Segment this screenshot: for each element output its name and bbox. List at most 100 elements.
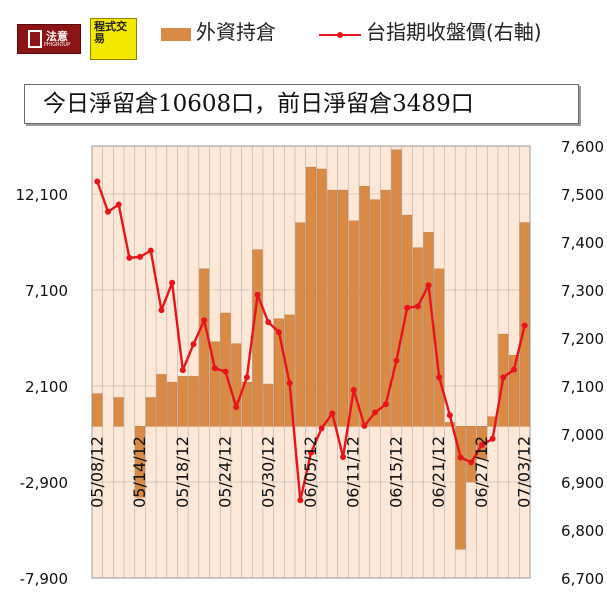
close-price-point	[500, 374, 507, 381]
right-tick-label: 7,400	[561, 234, 604, 252]
bar	[92, 393, 103, 427]
bar	[370, 199, 381, 427]
close-price-point	[243, 374, 250, 381]
legend-line-label: 台指期收盤價(右軸)	[366, 20, 542, 44]
close-price-point	[137, 253, 144, 260]
bar	[252, 249, 263, 427]
left-tick-label: -7,900	[20, 570, 68, 588]
close-price-point	[265, 319, 272, 326]
bar	[209, 341, 220, 427]
close-price-point	[233, 404, 240, 411]
close-price-point	[158, 307, 165, 314]
close-price-point	[446, 412, 453, 419]
bar	[145, 397, 156, 427]
bar	[295, 222, 306, 427]
x-tick-label: 07/03/12	[515, 436, 534, 508]
legend-line-swatch	[319, 32, 361, 38]
bar	[135, 426, 146, 498]
x-tick-label: 05/08/12	[87, 436, 106, 508]
bar	[412, 247, 423, 427]
x-tick-label: 06/21/12	[429, 436, 448, 508]
close-price-point	[468, 459, 475, 466]
bar	[231, 343, 242, 427]
bar	[391, 149, 402, 427]
close-price-point	[489, 435, 496, 442]
x-tick-label: 05/18/12	[173, 436, 192, 508]
close-price-point	[350, 386, 357, 393]
close-price-point	[169, 279, 176, 286]
close-price-point	[94, 178, 101, 185]
close-price-point	[126, 254, 133, 261]
logo-text: 法意	[46, 29, 68, 43]
right-tick-label: 7,500	[561, 186, 604, 204]
close-price-point	[382, 401, 389, 408]
bar	[509, 355, 519, 427]
close-price-point	[478, 442, 485, 449]
close-price-point	[147, 247, 154, 254]
bar	[316, 168, 327, 427]
close-price-point	[457, 454, 464, 461]
close-price-point	[297, 497, 304, 504]
bar	[199, 268, 210, 427]
close-price-point	[329, 410, 336, 417]
company-logo: 法意 PHIGROUP	[17, 24, 81, 54]
close-price-point	[318, 425, 325, 432]
bar	[359, 186, 370, 427]
bar	[188, 376, 199, 427]
close-price-point	[286, 380, 293, 387]
close-price-point	[372, 409, 379, 416]
close-price-point	[211, 365, 218, 372]
close-price-point	[222, 368, 229, 375]
x-tick-label: 06/27/12	[472, 436, 491, 508]
bar	[434, 268, 445, 427]
right-tick-label: 7,300	[561, 282, 604, 300]
logo-mark-icon	[27, 30, 42, 48]
close-price-point	[340, 454, 347, 461]
close-price-point	[425, 282, 432, 289]
program-trading-logo-text: 程式交易	[94, 20, 127, 45]
close-price-point	[115, 201, 122, 208]
bar	[113, 397, 124, 427]
close-price-point	[404, 304, 411, 311]
close-price-point	[308, 449, 314, 456]
x-tick-label: 05/14/12	[130, 436, 149, 508]
bar	[455, 426, 466, 550]
close-price-point	[361, 422, 368, 429]
legend-bar-swatch	[161, 28, 191, 41]
x-tick-label: 06/15/12	[386, 436, 405, 508]
bar	[177, 376, 188, 427]
close-price-point	[521, 322, 528, 329]
position-banner: 今日淨留倉10608口，前日淨留倉3489口	[24, 84, 579, 124]
bar	[241, 381, 252, 427]
left-tick-label: -2,900	[20, 474, 68, 492]
bar	[263, 383, 274, 427]
close-price-point	[201, 317, 208, 324]
x-tick-label: 06/05/12	[301, 436, 320, 508]
close-price-point	[179, 367, 186, 374]
close-price-point	[510, 366, 517, 373]
right-tick-label: 6,800	[561, 522, 604, 540]
right-tick-label: 7,600	[561, 138, 604, 156]
bar	[487, 416, 498, 427]
close-price-point	[414, 303, 421, 310]
logo-subtext: PHIGROUP	[43, 41, 71, 48]
bar	[167, 381, 178, 427]
close-price-point	[436, 374, 443, 381]
left-tick-label: 2,100	[25, 378, 68, 396]
bar	[284, 314, 295, 427]
bar	[338, 189, 348, 427]
bar	[444, 422, 455, 427]
left-tick-label: 12,100	[16, 186, 69, 204]
close-price-point	[254, 291, 261, 298]
legend-bar-label: 外資持倉	[196, 20, 276, 44]
x-tick-label: 05/24/12	[216, 436, 235, 508]
close-price-point	[275, 329, 282, 336]
right-tick-label: 6,700	[561, 570, 604, 588]
bar	[274, 318, 284, 427]
bar	[327, 189, 338, 427]
close-price-point	[105, 208, 112, 215]
right-tick-label: 7,100	[561, 378, 604, 396]
bar	[156, 374, 167, 427]
bar	[402, 214, 413, 427]
